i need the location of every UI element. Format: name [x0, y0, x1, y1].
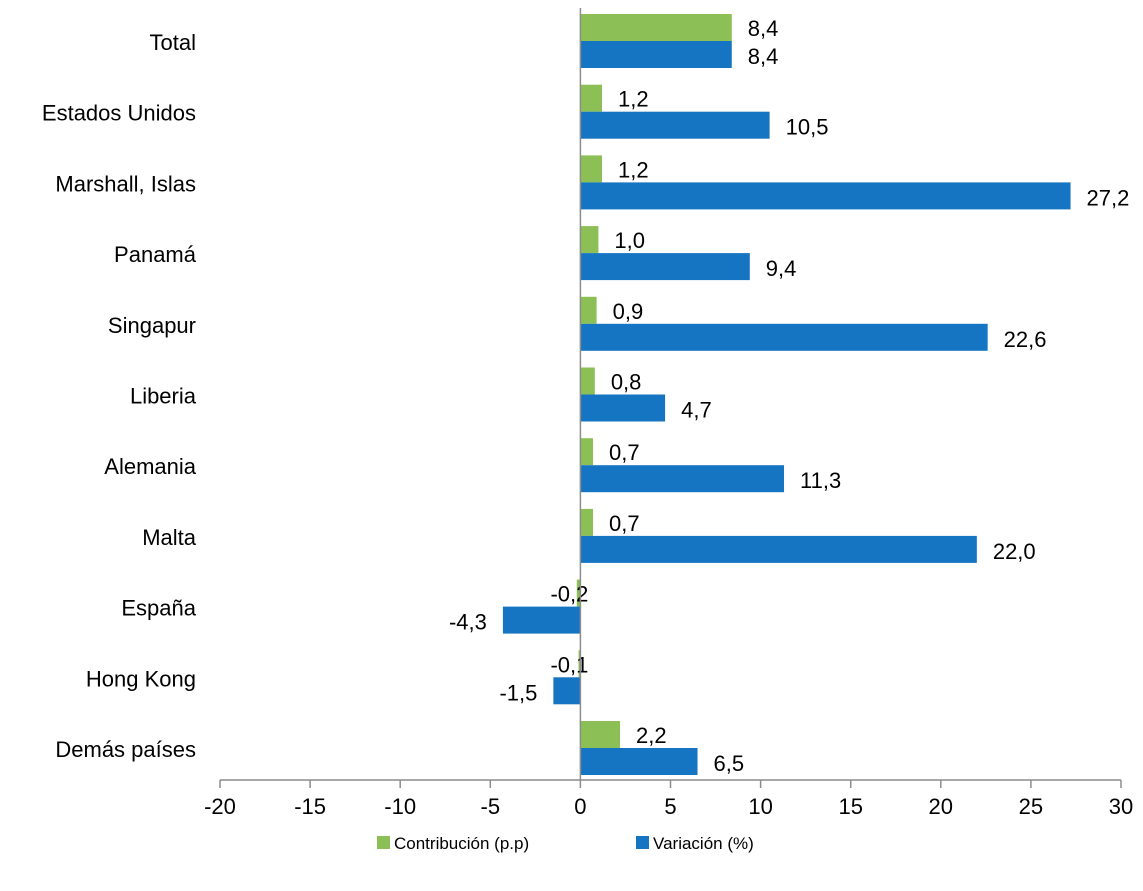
category-label: Alemania	[104, 454, 196, 479]
x-tick-label: -20	[204, 794, 236, 819]
data-label-contribucion: 0,8	[611, 370, 642, 395]
bar-variacion	[580, 182, 1071, 210]
data-label-variacion: 8,4	[748, 44, 779, 69]
data-label-variacion: 4,7	[681, 398, 712, 423]
x-tick-label: 20	[929, 794, 953, 819]
data-label-contribucion: 8,4	[748, 16, 779, 41]
bar-variacion	[580, 394, 666, 422]
bar-contribucion	[576, 579, 581, 607]
bar-variacion	[580, 41, 732, 68]
data-label-contribucion: 1,2	[618, 157, 649, 182]
bar-variacion	[580, 748, 698, 775]
data-label-contribucion: -0,1	[550, 652, 588, 677]
data-label-variacion: 9,4	[766, 256, 797, 281]
data-label-variacion: 11,3	[800, 468, 841, 493]
data-label-variacion: 10,5	[786, 115, 829, 140]
data-label-variacion: 22,6	[1004, 327, 1047, 352]
bar-contribucion	[580, 84, 603, 112]
data-label-variacion: 6,5	[714, 751, 745, 776]
bar-variacion	[502, 606, 581, 634]
category-label: Panamá	[114, 242, 197, 267]
bar-contribucion	[580, 14, 732, 41]
data-label-contribucion: 0,7	[609, 440, 640, 465]
data-label-contribucion: -0,2	[550, 582, 588, 607]
data-label-contribucion: 1,0	[614, 228, 645, 253]
x-tick-label: -10	[384, 794, 416, 819]
legend-swatch-contribucion	[377, 836, 390, 849]
bar-contribucion	[580, 226, 599, 254]
data-label-variacion: 27,2	[1087, 185, 1130, 210]
category-label: Marshall, Islas	[55, 171, 196, 196]
bar-variacion	[580, 253, 750, 281]
x-tick-label: -5	[481, 794, 501, 819]
data-label-variacion: -1,5	[499, 680, 537, 705]
bar-variacion	[580, 465, 785, 493]
bar-contribucion	[578, 650, 581, 678]
bar-contribucion	[580, 155, 603, 183]
x-tick-label: 15	[838, 794, 862, 819]
legend-swatch-variacion	[636, 836, 649, 849]
bar-variacion	[580, 111, 770, 139]
data-label-contribucion: 2,2	[636, 723, 667, 748]
bar-contribucion	[580, 721, 621, 748]
bar-variacion	[553, 677, 581, 705]
category-label: España	[121, 596, 196, 621]
category-label: Estados Unidos	[42, 101, 196, 126]
data-label-contribucion: 0,9	[613, 299, 644, 324]
x-tick-label: 0	[574, 794, 586, 819]
x-tick-label: 10	[748, 794, 772, 819]
legend-label-contribucion: Contribución (p.p)	[394, 834, 529, 853]
data-label-contribucion: 1,2	[618, 87, 649, 112]
category-label: Hong Kong	[86, 666, 196, 691]
category-label: Liberia	[130, 384, 197, 409]
data-label-contribucion: 0,7	[609, 511, 640, 536]
x-tick-label: 30	[1109, 794, 1133, 819]
category-label: Total	[150, 30, 196, 55]
bar-contribucion	[580, 367, 595, 395]
category-label: Malta	[142, 525, 197, 550]
bar-contribucion	[580, 296, 597, 324]
bar-variacion	[580, 535, 977, 563]
category-label: Singapur	[108, 313, 196, 338]
x-tick-label: 25	[1019, 794, 1043, 819]
bar-contribucion	[580, 438, 594, 466]
legend-label-variacion: Variación (%)	[653, 834, 754, 853]
data-label-variacion: 22,0	[993, 539, 1036, 564]
x-tick-label: 5	[664, 794, 676, 819]
bar-contribucion	[580, 508, 594, 536]
data-label-variacion: -4,3	[449, 610, 487, 635]
x-tick-label: -15	[294, 794, 326, 819]
bar-variacion	[580, 323, 988, 351]
category-label: Demás países	[55, 737, 196, 762]
